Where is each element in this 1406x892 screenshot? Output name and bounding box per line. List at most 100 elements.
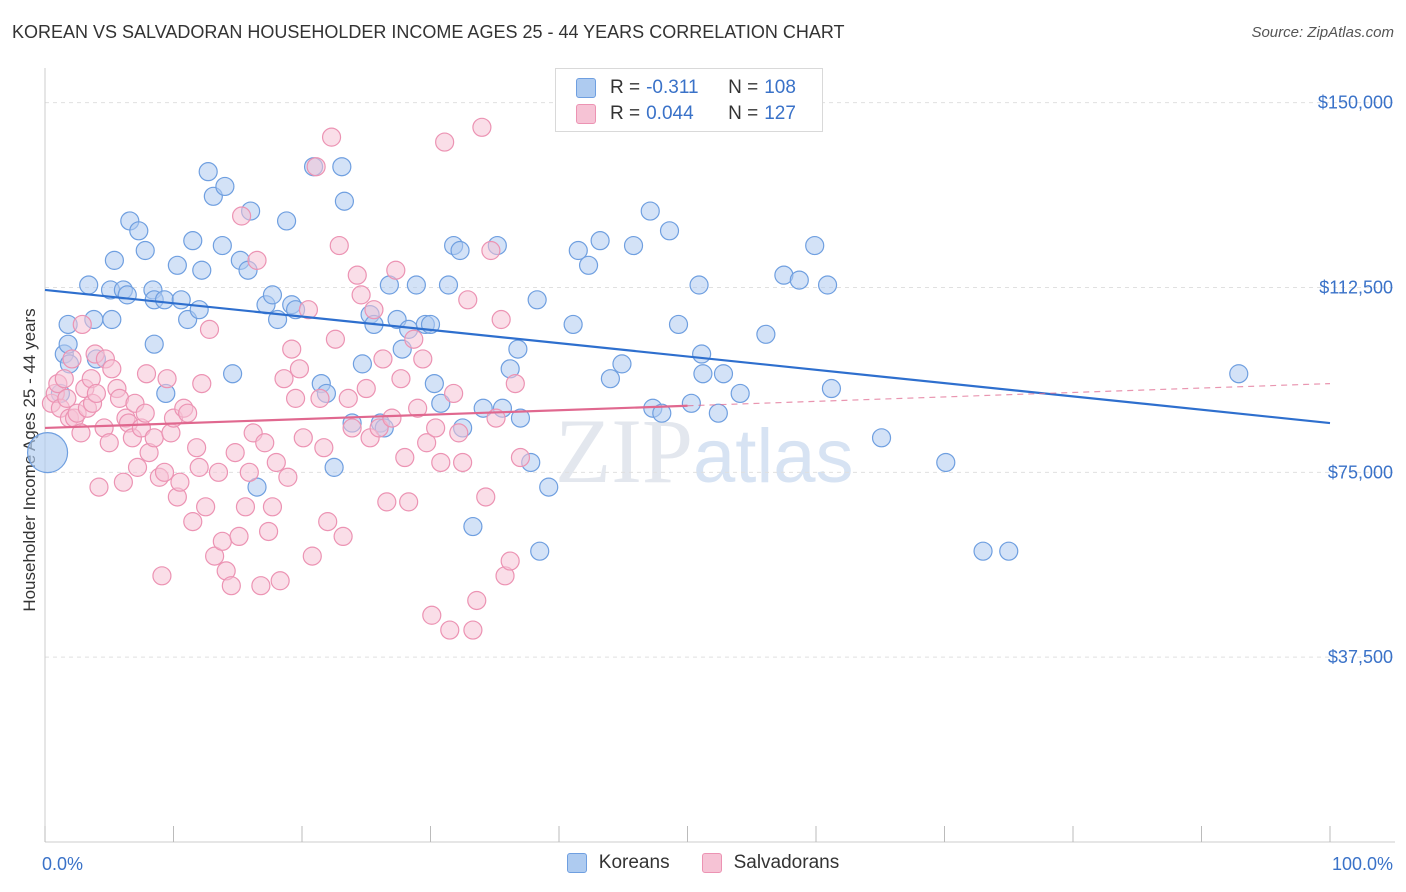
korean-point [223,364,243,384]
y-tick-label: $112,500 [1319,277,1393,297]
korean-point [693,364,713,384]
korean-point [406,275,426,295]
korean-point [708,403,728,423]
salvadoran-point [318,512,338,532]
salvadoran-point [293,428,313,448]
salvadoran-point [458,290,478,310]
korean-point [352,354,372,374]
korean-point [805,235,825,256]
salvadoran-point [481,240,501,261]
korean-point [508,339,528,359]
series-legend: Koreans Salvadorans [0,852,1406,874]
korean-point [117,285,137,305]
korean-point [262,285,283,305]
korean-point [973,541,993,561]
salvadoran-point [377,492,397,512]
salvadoran-point [235,497,256,517]
koreans-swatch [576,78,596,98]
korean-point [192,260,212,280]
korean-point [183,231,203,251]
salvadoran-point [369,418,389,438]
salvadoran-point [187,438,207,458]
korean-point [167,255,187,275]
korean-point [530,541,550,561]
salvadoran-point [404,329,424,349]
korean-point [692,344,712,364]
salvadorans-legend-swatch [701,853,722,873]
korean-point [212,235,232,256]
korean-point [26,432,69,474]
salvadoran-point [449,423,469,443]
salvadoran-point [314,438,334,458]
salvadoran-point [408,398,428,418]
r-label: R = [610,103,641,124]
korean-point [1229,364,1249,384]
salvadoran-point [505,374,525,394]
korean-point [756,324,776,344]
salvadoran-point [232,206,252,226]
koreans-legend-swatch [566,853,587,873]
salvadoran-point [321,127,342,147]
salvadoran-point [347,265,367,285]
korean-point [659,221,680,241]
salvadoran-point [310,388,330,408]
n-value: 108 [764,77,796,98]
salvadoran-point [258,521,279,542]
legend-item-koreans[interactable]: Koreans [566,852,670,874]
salvadoran-point [431,452,451,473]
salvadoran-point [351,285,371,305]
salvadoran-point [99,433,119,453]
korean-point [431,393,451,413]
korean-point [510,408,531,428]
salvadoran-point [247,250,267,270]
salvadoran-point [72,314,92,335]
x-tick-label: 0.0% [42,854,83,874]
salvadoran-point [225,443,245,463]
salvadoran-point [399,492,419,512]
salvadoran-point [255,433,275,453]
korean-point [640,201,660,221]
trend-lines [44,288,1331,430]
salvadoran-point [491,309,511,330]
salvadoran-point [302,546,322,566]
salvadoran-point [285,388,306,408]
salvadoran-point [178,403,198,423]
korean-point [198,162,218,182]
salvadoran-point [127,457,148,477]
r-value: 0.044 [646,103,694,124]
korean-point [463,516,483,537]
y-tick-label: $37,500 [1328,647,1393,667]
salvadoran-point [102,359,122,379]
salvadoran-point [135,403,155,423]
korean-point [590,231,610,251]
salvadoran-point [113,472,133,492]
korean-point [102,309,122,330]
salvadoran-trend-extension [687,383,1331,407]
salvadoran-point [444,383,464,404]
korean-point [578,255,599,275]
korean-point [154,290,175,310]
salvadoran-point [391,369,411,389]
korean-point [871,428,892,448]
korean-point [681,393,701,413]
salvadoran-point [192,374,212,394]
korean-point [129,221,149,241]
r-label: R = [610,77,641,98]
salvadoran-point [306,157,326,177]
salvadoran-point [342,418,362,438]
salvadoran-point [382,408,402,428]
salvadoran-point [440,620,460,640]
salvadoran-point [282,339,302,359]
n-label: N = [728,77,759,98]
salvadoran-point [453,452,473,473]
series-koreans [26,157,1249,561]
korean-point [334,191,355,211]
source-label[interactable]: Source: ZipAtlas.com [1251,24,1394,41]
salvadoran-point [170,472,190,492]
korean-point [247,477,267,497]
salvadoran-point [338,388,358,408]
salvadoran-point [426,418,446,438]
legend-item-salvadorans[interactable]: Salvadorans [701,852,839,874]
salvadoran-point [463,620,483,640]
korean-point [144,334,164,354]
